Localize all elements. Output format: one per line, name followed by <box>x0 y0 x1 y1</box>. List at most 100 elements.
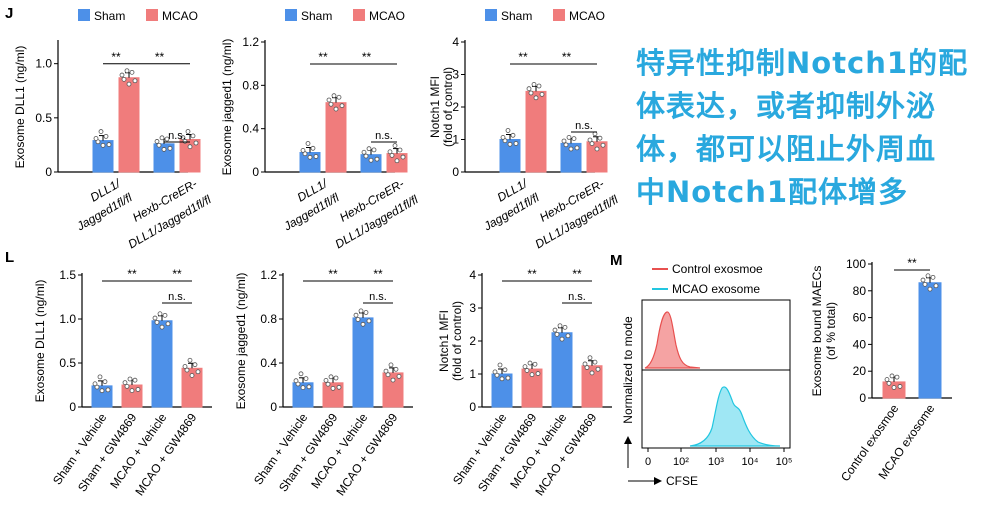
J3-bar-mcao-0-dot-4 <box>533 95 539 101</box>
J2-bar-mcao-0-dot-0 <box>328 101 334 107</box>
annotation-line-1: 特异性抑制Notch1的配 <box>636 46 969 80</box>
J2-sig-1-label: ** <box>362 50 372 64</box>
J2-bar-mcao-0 <box>325 102 347 173</box>
J2-legend-mcao: MCAO <box>369 9 405 23</box>
L2-bar-1-dot-3 <box>328 374 334 380</box>
M2-ytick-label-4: 80 <box>853 284 867 298</box>
M1-legend-control: Control exosmoe <box>672 262 763 276</box>
L1-bar-1-dot-1 <box>132 377 138 383</box>
L2-bar-1-dot-2 <box>336 384 342 390</box>
M1-xtick-label-3: 10⁴ <box>742 456 759 468</box>
annotation-line-3: 体，都可以阻止外周血 <box>636 132 937 166</box>
J1-ytick-label-0: 0 <box>45 165 52 179</box>
J3-bar-sham-0-dot-5 <box>500 134 506 140</box>
J3-ytick-label-1: 1 <box>452 133 459 147</box>
J3-bar-sham-1-dot-1 <box>571 136 577 142</box>
L3-bar-2-dot-2 <box>565 333 571 339</box>
L2-bar-3-dot-0 <box>385 372 391 378</box>
L2-bar-2-dot-0 <box>355 317 361 322</box>
J1-bar-mcao-0-dot-1 <box>129 69 135 75</box>
J2-bar-sham-1-dot-3 <box>366 146 372 152</box>
J1-bar-mcao-1-dot-4 <box>187 144 193 150</box>
L2-bar-2-dot-3 <box>358 308 364 314</box>
L2-bar-1-dot-1 <box>333 375 339 381</box>
J3-bar-mcao-1-dot-5 <box>587 137 593 143</box>
J3-bar-sham-0-dot-2 <box>513 141 519 146</box>
J3-bar-mcao-1-dot-0 <box>589 141 595 146</box>
J2-bar-mcao-0-dot-5 <box>326 97 332 103</box>
M2-ytick-label-0: 0 <box>859 391 866 405</box>
L2-ytick-label-2: 0.8 <box>260 312 277 326</box>
L1-sig-1-label: ** <box>172 267 182 281</box>
J2-bar-sham-0-dot-3 <box>305 141 311 146</box>
M1-legend-mcao: MCAO exosome <box>672 282 760 296</box>
J1-legend-sham-swatch <box>78 9 90 21</box>
L3-bar-1-dot-1 <box>532 361 538 367</box>
L2-bar-0-dot-1 <box>303 376 309 382</box>
J2-legend-sham-swatch <box>285 9 297 21</box>
J2-ytick-label-3: 1.2 <box>242 35 259 49</box>
panel-letter-L: L <box>5 249 14 266</box>
M1-y-arrow-head <box>624 436 632 444</box>
M1-xlabel: CFSE <box>666 474 698 488</box>
L3-bar-3-dot-4 <box>589 370 595 376</box>
J1-legend-sham: Sham <box>94 9 125 23</box>
J3-bar-sham-1-dot-4 <box>568 146 574 152</box>
M1-xtick-label-2: 10³ <box>708 456 724 468</box>
M2-bar-1-dot-5 <box>920 277 926 283</box>
J3-bar-mcao-0-dot-5 <box>526 86 532 92</box>
M2-ytick-label-2: 40 <box>853 337 867 351</box>
J1-sig-2-label: n.s. <box>168 130 186 142</box>
L2-bar-3-dot-5 <box>383 368 389 374</box>
J3-bar-mcao-1-dot-2 <box>600 142 606 148</box>
J1-bar-sham-1-dot-3 <box>159 135 165 141</box>
chart-L1: Exosome DLL1 (ng/ml)00.51.01.5 ** **n.s.Sh… <box>33 267 212 498</box>
L1-bar-3-dot-3 <box>187 357 193 363</box>
J3-sig-2-label: n.s. <box>575 120 593 132</box>
J1-bar-mcao-0-dot-5 <box>119 72 125 78</box>
J2-bar-mcao-0-dot-4 <box>333 106 339 112</box>
L3-bar-1-dot-5 <box>522 364 528 370</box>
J2-bar-sham-1-dot-2 <box>374 156 380 162</box>
M1-xtick-label-1: 10² <box>673 456 689 468</box>
L2-sig-1-label: ** <box>373 267 383 281</box>
chinese-annotation: 特异性抑制Notch1的配 体表达，或者抑制外泌 体，都可以阻止外周血 中Not… <box>636 42 976 214</box>
J1-bar-sham-0-dot-2 <box>106 142 112 147</box>
L2-bar-2-dot-4 <box>360 321 366 327</box>
L2-bar-3-dot-3 <box>388 362 394 368</box>
J2-ytick-label-0: 0 <box>252 165 259 179</box>
J2-sig-2-label: n.s. <box>375 130 393 142</box>
chart-J2: Sham MCAO Exosome jagged1 (ng/ml) 0 0.4 0.8 1.… <box>220 9 421 251</box>
L2-bar-3-dot-1 <box>393 366 399 372</box>
J3-bar-sham-1-dot-3 <box>566 134 572 140</box>
J3-bar-sham-1-dot-0 <box>563 142 569 148</box>
L2-bar-2 <box>352 317 374 408</box>
J3-bar-mcao-1-dot-1 <box>597 135 603 141</box>
L2-bar-2-dot-1 <box>363 310 369 315</box>
J1-bar-mcao-0 <box>118 77 140 173</box>
L2-bar-0-dot-5 <box>293 378 299 384</box>
L2-bar-3-dot-2 <box>396 373 402 379</box>
J1-ytick-label-1: 0.5 <box>35 111 52 125</box>
L3-bar-3-dot-2 <box>595 366 601 372</box>
M1-xtick-label-0: 0 <box>645 456 651 468</box>
L2-bar-0-dot-4 <box>300 385 306 391</box>
M2-bar-1-dot-0 <box>922 281 928 287</box>
L3-bar-3-dot-5 <box>582 361 588 367</box>
J3-ytick-label-3: 3 <box>452 68 459 82</box>
J1-sig-0-label: ** <box>111 50 121 64</box>
J1-bar-sham-0-dot-1 <box>103 133 109 139</box>
J1-bar-sham-1-dot-5 <box>154 139 160 144</box>
J2-bar-mcao-1-dot-1 <box>397 147 403 153</box>
J3-ytick-label-2: 2 <box>452 100 459 114</box>
J3-bar-mcao-0-dot-1 <box>536 83 542 89</box>
M2-sig-0-label: ** <box>907 256 917 270</box>
L1-bar-2-dot-3 <box>157 311 163 317</box>
L1-bar-0-dot-5 <box>92 381 98 387</box>
J2-sig-0-label: ** <box>318 50 328 64</box>
L1-bar-1-dot-3 <box>127 376 133 382</box>
J2-bar-sham-0-dot-4 <box>307 154 313 160</box>
chart-J3: Sham MCAO Notch1 MFI (fold of control) 0 1 2 3 4… <box>428 9 621 251</box>
L2-bar-1-dot-0 <box>325 381 331 387</box>
L3-ytick-label-0: 0 <box>469 400 476 414</box>
